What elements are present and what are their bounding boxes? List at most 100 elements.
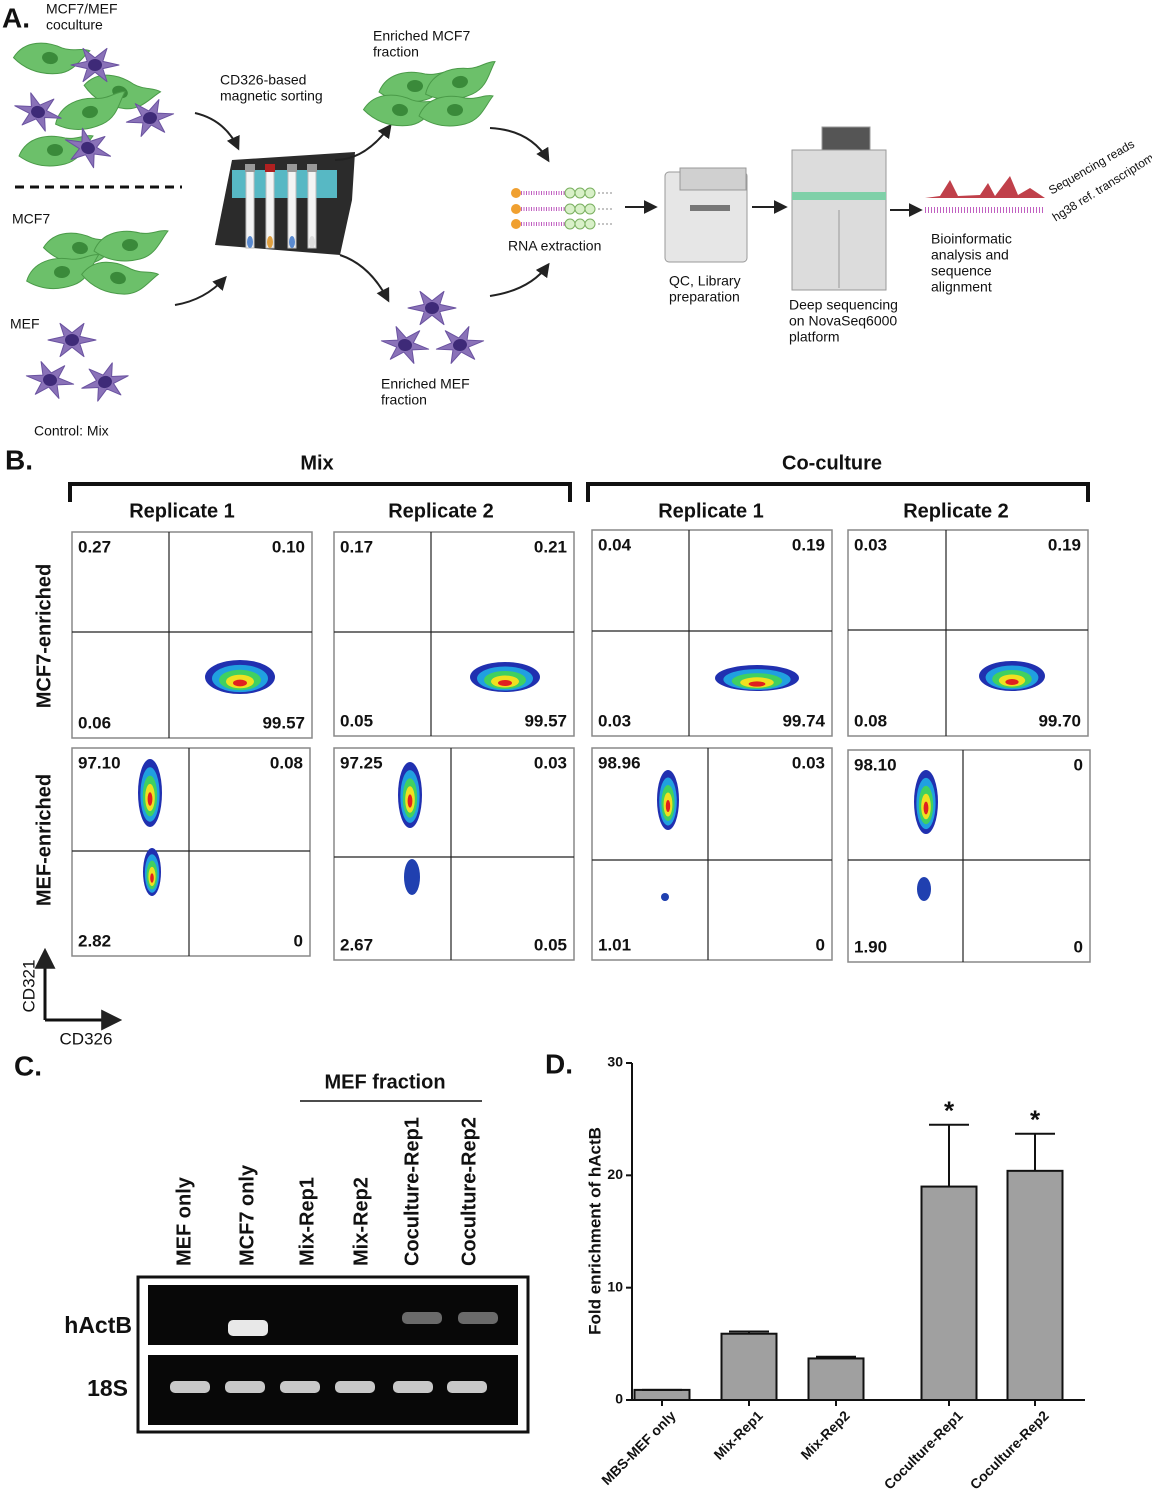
- density-contour: [748, 681, 766, 687]
- lane-label: Mix-Rep2: [350, 1177, 372, 1266]
- control-label: Control: Mix: [34, 423, 109, 439]
- tube-fill: [309, 236, 315, 248]
- polya: [584, 187, 596, 199]
- quadrant-value: 99.57: [262, 713, 305, 732]
- nucleus: [98, 375, 112, 389]
- sorting-label: CD326-based: [220, 72, 306, 88]
- qc-slot: [690, 205, 730, 211]
- axis-arrows: [43, 955, 118, 1020]
- bracket: [68, 482, 572, 502]
- quadrant-value: 0.10: [272, 537, 305, 556]
- quadrant-value: 0.19: [792, 535, 825, 554]
- quadrant-value: 0.19: [1048, 535, 1081, 554]
- x-tick-label: Coculture-Rep2: [967, 1407, 1052, 1492]
- band-label: hActB: [64, 1312, 132, 1338]
- mef-cell: [47, 322, 97, 358]
- coculture-label: MCF7/MEF: [46, 1, 118, 17]
- significance: *: [1030, 1105, 1041, 1135]
- read-peaks: [925, 176, 1045, 198]
- lane-label: Mix-Rep1: [296, 1177, 318, 1266]
- panel-label: C.: [14, 1050, 42, 1081]
- nucleus: [447, 104, 463, 116]
- rna-cap: [511, 219, 521, 229]
- rna-cap: [511, 188, 521, 198]
- quadrant-value: 0: [294, 931, 303, 950]
- quadrant-value: 0.03: [598, 711, 631, 730]
- error-bar: [929, 1123, 969, 1187]
- enriched-mef-label: fraction: [381, 392, 427, 408]
- mcf7-cell: [81, 261, 160, 295]
- replicate-label: Replicate 2: [903, 500, 1009, 522]
- density-contour: [407, 867, 417, 890]
- sequencing-label: platform: [789, 329, 840, 345]
- sequencing-label: Deep sequencing: [789, 297, 898, 313]
- band: [447, 1381, 487, 1393]
- group-label: Co-culture: [782, 452, 882, 474]
- band: [458, 1312, 498, 1324]
- tube-fill: [247, 236, 253, 248]
- nucleus: [452, 75, 468, 89]
- flow-plot: [847, 529, 1089, 737]
- nucleus: [392, 103, 408, 117]
- tube-cap: [265, 164, 275, 172]
- qc-label: preparation: [669, 289, 740, 305]
- tube-cap: [245, 164, 255, 172]
- x-tick-label: MBS-MEF only: [598, 1407, 679, 1488]
- nucleus: [31, 105, 45, 119]
- y-tick-label: 0: [615, 1391, 623, 1407]
- quadrant-value: 0.06: [78, 713, 111, 732]
- mcf7-cell: [55, 91, 126, 130]
- nucleus: [81, 141, 95, 155]
- qc-top: [679, 167, 747, 191]
- tube-cap: [307, 164, 317, 172]
- bar: [1006, 1169, 1064, 1401]
- panel-label: A.: [2, 2, 30, 33]
- quadrant-value: 1.90: [854, 937, 887, 956]
- arrow: [489, 262, 550, 297]
- density-contour: [147, 792, 153, 806]
- gel-strip: [148, 1285, 518, 1345]
- quadrant-value: 98.10: [854, 755, 897, 774]
- quadrant-value: 0.03: [854, 535, 887, 554]
- nucleus: [82, 105, 98, 119]
- mef-cell: [81, 362, 129, 402]
- enriched-mcf7-label: Enriched MCF7: [373, 28, 470, 44]
- x-tick-label: Mix-Rep2: [797, 1407, 852, 1462]
- flow-plot: [847, 749, 1091, 963]
- flow-plot: [71, 531, 313, 739]
- bracket: [586, 482, 1090, 502]
- band: [170, 1381, 210, 1393]
- tube-fill: [289, 236, 295, 248]
- y-tick-label: 30: [607, 1054, 623, 1070]
- replicate-label: Replicate 1: [129, 500, 235, 522]
- bar: [633, 1388, 691, 1402]
- nucleus: [398, 338, 412, 352]
- polya: [564, 187, 576, 199]
- row-label: MCF7-enriched: [33, 564, 55, 708]
- nucleus: [47, 144, 63, 156]
- error-bar: [1015, 1132, 1055, 1171]
- mef-cell: [14, 92, 62, 132]
- quadrant-value: 1.01: [598, 935, 631, 954]
- nucleus: [42, 51, 58, 65]
- quadrant-value: 0.27: [78, 537, 111, 556]
- quadrant-value: 0: [1074, 937, 1083, 956]
- quadrant-value: 98.96: [598, 753, 641, 772]
- bar: [920, 1185, 978, 1401]
- group-label: Mix: [300, 452, 333, 474]
- error-bar: [729, 1330, 769, 1334]
- arrow: [489, 127, 550, 163]
- band: [402, 1312, 442, 1324]
- lane-label: MEF only: [173, 1176, 195, 1266]
- band: [228, 1320, 268, 1336]
- quadrant-value: 0.05: [534, 935, 567, 954]
- mef-cell: [125, 99, 175, 137]
- quadrant-value: 0: [1074, 755, 1083, 774]
- bioinformatic-label: alignment: [931, 279, 992, 295]
- sequencer-band: [792, 192, 886, 200]
- band: [280, 1381, 320, 1393]
- quadrant-value: 0.03: [534, 753, 567, 772]
- x-tick-label: Coculture-Rep1: [881, 1407, 966, 1492]
- significance: *: [944, 1096, 955, 1126]
- quadrant-value: 2.67: [340, 935, 373, 954]
